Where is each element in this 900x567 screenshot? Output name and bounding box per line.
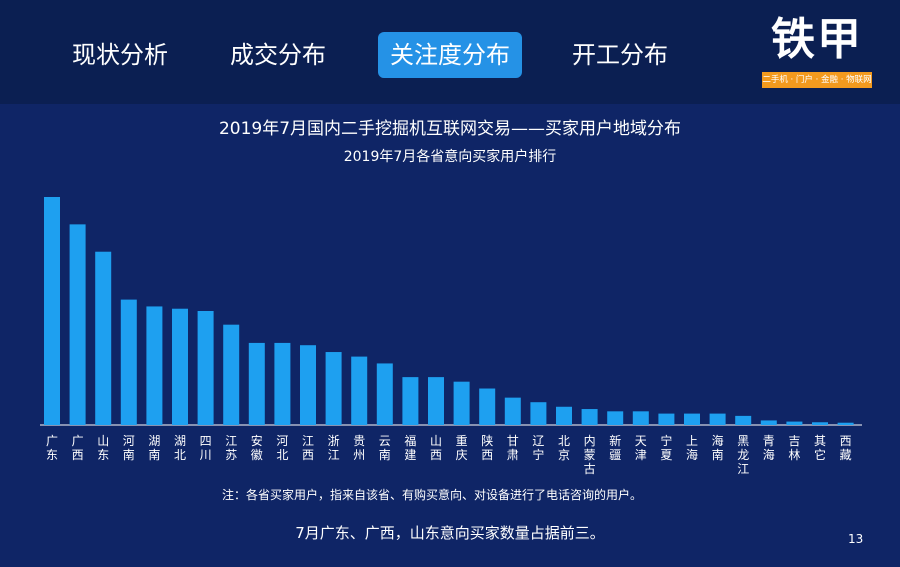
bar-16 [428,377,444,425]
chart-subtitle: 2019年7月各省意向买家用户排行 [343,149,557,165]
bar-24 [632,411,649,425]
x-tick-label: 江西 [302,434,314,462]
x-tick-label: 广西 [72,434,84,462]
bar-21 [556,406,572,425]
x-tick-label: 辽宁 [532,434,544,462]
tab-deal-distribution[interactable]: 成交分布 [230,41,326,69]
bar-20 [530,402,547,425]
bar-17 [453,381,470,425]
tab-operation-distribution[interactable]: 开工分布 [572,41,668,69]
x-tick-label: 广东 [46,434,58,462]
bar-1 [44,197,60,425]
bar-2 [69,224,86,425]
bar-chart: 广东广西山东河南湖南湖北四川江苏安徽河北江西浙江贵州云南福建山西重庆陕西甘肃辽宁… [40,197,862,476]
conclusion-text: 7月广东、广西，山东意向买家数量占据前三。 [295,524,605,542]
bar-31 [812,422,828,425]
x-tick-label: 吉林 [788,434,800,462]
bar-23 [607,411,624,425]
x-tick-label: 甘肃 [507,434,519,462]
bar-4 [120,299,137,425]
x-tick-label: 新疆 [609,433,621,462]
bar-25 [658,413,675,425]
bar-28 [735,415,752,425]
bar-3 [95,251,112,425]
footnote: 注：各省买家用户，指来自该省、有购买意向、对设备进行了电话咨询的用户。 [222,488,643,502]
x-tick-label: 贵州 [353,434,365,462]
chart-title: 2019年7月国内二手挖掘机互联网交易——买家用户地域分布 [218,119,682,139]
x-tick-label: 海南 [712,433,724,462]
x-tick-label: 其它 [814,434,826,462]
logo-wordmark: 铁甲 [771,14,863,65]
x-tick-label: 江苏 [225,434,237,462]
x-tick-label: 青海 [763,434,775,462]
header-bar: 现状分析 成交分布 关注度分布 开工分布 铁甲 二手机 · 门户 · 金融 · … [0,0,900,104]
x-tick-label: 福建 [404,433,416,462]
x-tick-label: 上海 [686,434,698,462]
x-tick-label: 黑龙江 [737,434,749,476]
bar-14 [376,363,393,425]
x-tick-label: 宁夏 [660,433,672,462]
x-tick-label: 安徽 [251,433,263,462]
x-tick-label: 河北 [276,434,288,462]
x-tick-label: 山西 [430,434,442,462]
bar-11 [300,345,316,425]
bar-18 [479,388,496,425]
x-tick-label: 北京 [558,434,570,462]
bar-6 [172,308,188,425]
bar-30 [786,421,803,425]
brand-logo: 铁甲 二手机 · 门户 · 金融 · 物联网 [760,12,874,92]
bar-22 [581,409,598,425]
x-tick-label: 天津 [635,434,647,462]
bar-9 [248,342,265,425]
tab-attention-distribution[interactable]: 关注度分布 [378,32,522,78]
x-tick-label: 湖北 [174,433,186,462]
bar-5 [146,306,163,425]
tab-status-analysis[interactable]: 现状分析 [72,41,168,69]
bar-8 [223,324,240,425]
x-tick-label: 重庆 [456,434,468,462]
x-tick-label: 浙江 [328,434,340,462]
bar-19 [504,397,521,425]
x-tick-label: 西藏 [840,434,852,462]
x-tick-label: 四川 [200,434,212,462]
x-tick-label: 湖南 [148,433,160,462]
x-tick-label: 内蒙古 [584,434,596,476]
bar-29 [760,420,777,425]
page-number: 13 [848,532,864,546]
x-tick-label: 山东 [97,434,109,462]
bar-27 [709,413,726,425]
bar-7 [197,311,214,425]
x-tick-label: 河南 [123,434,135,462]
bar-32 [837,422,854,425]
logo-tagline: 二手机 · 门户 · 金融 · 物联网 [762,72,872,88]
bar-15 [402,377,419,425]
bar-10 [274,342,291,425]
bar-12 [325,352,342,425]
x-tick-label: 云南 [379,434,391,462]
x-tick-label: 陕西 [481,433,493,462]
bar-13 [351,356,368,425]
bar-26 [684,413,700,425]
